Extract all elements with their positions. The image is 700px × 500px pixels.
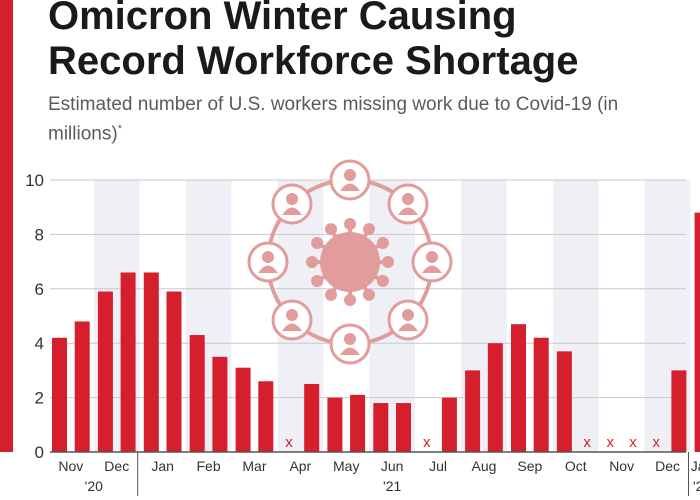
virus-icon (320, 232, 380, 292)
worker-body (340, 183, 360, 191)
bar (373, 403, 389, 452)
y-tick-label: 10 (25, 171, 44, 190)
y-tick-label: 2 (35, 389, 44, 408)
bar (120, 272, 136, 452)
bar (511, 324, 526, 452)
spike-tip (311, 237, 324, 249)
bar (258, 381, 274, 452)
bar (327, 397, 343, 452)
y-tick-label: 6 (35, 280, 44, 299)
page-title: Omicron Winter Causing Record Workforce … (48, 0, 579, 83)
bar (235, 367, 251, 452)
x-tick-label: Apr (289, 458, 311, 474)
worker-body (282, 323, 303, 331)
y-tick-label: 0 (35, 443, 44, 462)
x-tick-label: Dec (655, 458, 680, 474)
x-tick-label: May (333, 458, 359, 474)
x-tick-label: Nov (609, 458, 634, 474)
x-tick-label: Jul (429, 458, 447, 474)
worker-head (401, 193, 414, 206)
subtitle-text: Estimated number of U.S. workers missing… (48, 94, 619, 145)
bar (694, 212, 700, 452)
worker-body (422, 265, 442, 273)
spike-tip (363, 288, 375, 301)
worker-head (262, 251, 274, 263)
year-label: '20 (85, 478, 103, 494)
missing-marker: x (423, 434, 431, 451)
spike-tip (376, 275, 389, 287)
x-tick-label: Feb (196, 458, 220, 474)
bar (350, 394, 366, 452)
bar (396, 403, 411, 452)
worker-head (344, 169, 356, 181)
worker-head (286, 308, 299, 321)
bar (52, 337, 67, 452)
missing-marker: x (607, 434, 615, 451)
worker-head (286, 193, 299, 206)
missing-marker: x (629, 434, 637, 451)
spike-tip (311, 275, 324, 287)
footnote-mark: * (117, 123, 122, 135)
x-tick-label: Aug (471, 458, 496, 474)
x-tick-label: Mar (242, 458, 266, 474)
missing-marker: x (652, 434, 660, 451)
spike-tip (306, 256, 318, 268)
spike-tip (325, 223, 337, 236)
x-tick-label: Jan (691, 458, 700, 474)
worker-body (282, 207, 303, 216)
worker-body (340, 347, 360, 355)
missing-marker: x (285, 434, 293, 451)
x-tick-label: Nov (58, 458, 83, 474)
x-tick-label: Sep (517, 458, 542, 474)
x-tick-label: Dec (104, 458, 129, 474)
spike-tip (363, 223, 375, 236)
y-tick-label: 8 (35, 225, 44, 244)
year-label: '21 (383, 478, 401, 494)
spike-tip (376, 237, 389, 249)
spike-tip (382, 256, 394, 268)
x-tick-label: Jan (151, 458, 174, 474)
worker-body (258, 265, 278, 273)
virus-illustration (247, 159, 453, 365)
y-tick-label: 4 (35, 334, 44, 353)
bar (556, 351, 572, 452)
bar (74, 321, 90, 452)
accent-bar (0, 0, 13, 452)
spike-tip (344, 294, 356, 306)
bar (97, 291, 113, 452)
worker-head (401, 308, 414, 321)
x-tick-label: Oct (565, 458, 587, 474)
worker-body (397, 323, 418, 331)
x-tick-label: Jun (381, 458, 404, 474)
bar (166, 291, 182, 452)
spike-tip (325, 288, 337, 301)
missing-marker: x (583, 434, 591, 451)
bar (143, 272, 159, 452)
bar (533, 337, 549, 452)
bar (671, 370, 687, 452)
bar (487, 343, 503, 452)
bar (465, 370, 481, 452)
bar (441, 397, 457, 452)
bar (189, 335, 205, 452)
year-label: '22 (693, 478, 700, 494)
x-axis: Nov Dec Jan Feb Mar Apr May Jun Jul Aug Sep Oct Nov D… (50, 451, 700, 496)
bar (212, 356, 228, 452)
bar (304, 384, 320, 452)
worker-head (426, 251, 438, 263)
worker-body (397, 207, 418, 216)
worker-head (344, 333, 356, 345)
spike-tip (344, 218, 356, 230)
page-subtitle: Estimated number of U.S. workers missing… (48, 93, 648, 146)
